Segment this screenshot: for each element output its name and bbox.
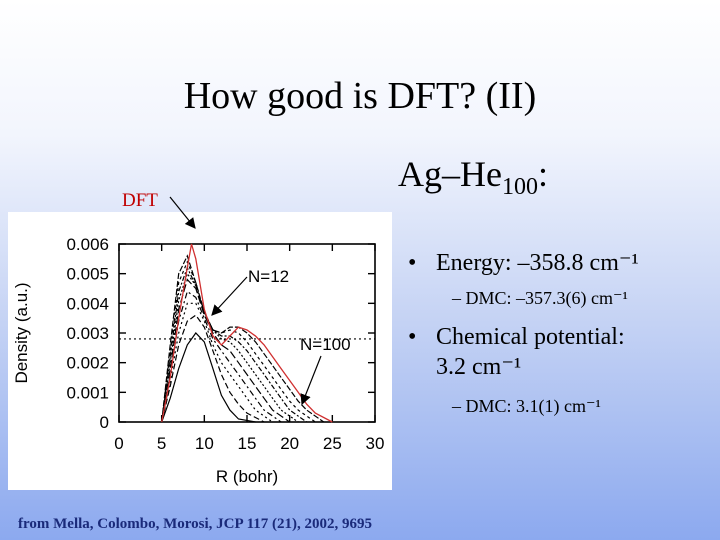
y-tick-label: 0.004: [66, 294, 109, 313]
subtitle-tail: :: [537, 154, 548, 194]
chart-background: [8, 212, 392, 490]
y-tick-label: 0.001: [66, 383, 109, 402]
series-dmc-curve: [161, 290, 282, 423]
bullet-chem-line1: Chemical potential:: [436, 324, 625, 350]
series-dmc-curve: [161, 332, 256, 423]
series-dmc-curve: [161, 314, 265, 423]
dft-label: DFT: [122, 190, 158, 211]
bullet-dot: •: [408, 250, 417, 276]
citation: from Mella, Colombo, Morosi, JCP 117 (21…: [18, 516, 372, 532]
x-tick-label: 0: [114, 434, 123, 453]
annotation-n12: N=12: [248, 267, 289, 286]
y-axis-label: Density (a.u.): [12, 282, 31, 383]
subtitle-main: Ag–He: [398, 154, 502, 194]
y-tick-label: 0.002: [66, 354, 109, 373]
series-group: [161, 243, 333, 423]
x-tick-label: 30: [366, 434, 385, 453]
x-axis-label: R (bohr): [216, 467, 278, 486]
series-dmc-curve: [161, 302, 273, 423]
bullet-chemical-potential: • Chemical potential: 3.2 cm⁻¹: [408, 322, 625, 382]
slide-title: How good is DFT? (II): [183, 75, 537, 117]
subbullet-chem-dmc: – DMC: 3.1(1) cm⁻¹: [452, 396, 601, 416]
bullet-chem-line2: 3.2 cm⁻¹: [436, 354, 522, 380]
dft-arrow: [169, 196, 196, 229]
n100-arrow: [300, 355, 322, 406]
y-tick-label: 0.006: [66, 235, 109, 254]
y-tick-label: 0.005: [66, 265, 109, 284]
tick-labels-group: 0 5 10 15 20 25 30 0 0.001 0.002 0.003 0.004 0.005 0.…: [66, 235, 384, 453]
y-tick-label: 0.003: [66, 324, 109, 343]
x-tick-label: 20: [280, 434, 299, 453]
x-tick-label: 25: [323, 434, 342, 453]
x-tick-label: 10: [195, 434, 214, 453]
bullet-energy-text: Energy: –358.8 cm⁻¹: [436, 250, 639, 276]
series-dft-curve: [161, 243, 333, 423]
subbullet-energy-dmc: – DMC: –357.3(6) cm⁻¹: [452, 288, 628, 308]
annotation-n100: N=100: [300, 335, 351, 354]
subtitle-subscript: 100: [501, 174, 538, 200]
y-tick-label: 0: [100, 413, 109, 432]
slide-subtitle: Ag–He100:: [398, 150, 548, 211]
bullet-energy: • Energy: –358.8 cm⁻¹: [408, 248, 639, 278]
x-tick-label: 15: [238, 434, 257, 453]
x-tick-label: 5: [157, 434, 166, 453]
n12-arrow: [211, 276, 248, 316]
bullet-dot: •: [408, 324, 417, 350]
